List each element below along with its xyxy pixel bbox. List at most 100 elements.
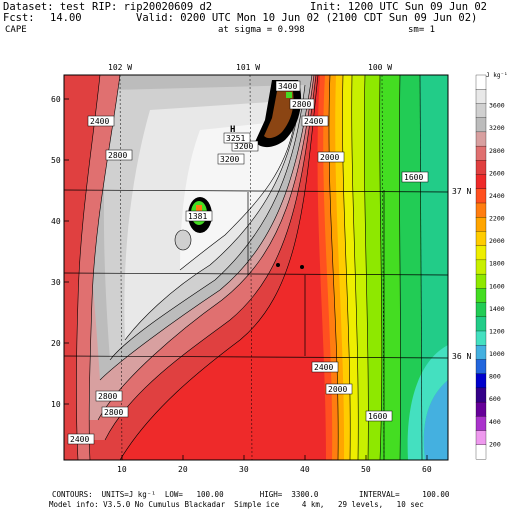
x-tick-label: 50 <box>361 465 371 474</box>
colorbar-swatch <box>475 245 487 261</box>
axis-ticks <box>64 98 428 460</box>
contour-lines <box>76 75 423 460</box>
colorbar-swatch <box>475 74 487 90</box>
plot-frame <box>63 74 449 461</box>
colorbar-unit: J kg⁻¹ <box>486 72 508 79</box>
longitude-label: 101 W <box>236 63 260 72</box>
colorbar-swatch <box>475 288 487 304</box>
colorbar-swatch <box>475 117 487 133</box>
contour-value-labels: 2400 2800 3200 3200 3251 H 2400 2000 160… <box>67 80 429 445</box>
station-marker <box>300 265 304 269</box>
colorbar-swatch <box>475 345 487 360</box>
colorbar-swatch <box>475 416 487 432</box>
colorbar-label: 2000 <box>489 237 505 245</box>
colorbar-swatch <box>475 273 487 289</box>
fcst-label: Fcst: <box>3 12 35 24</box>
station-marker <box>276 263 280 267</box>
x-tick-labels: 10 20 30 40 50 60 <box>117 465 432 474</box>
colorbar-label: 400 <box>489 418 501 426</box>
contour-label: 3200 <box>220 155 239 164</box>
colorbar-label: 2800 <box>489 147 505 155</box>
colorbar-label: 1800 <box>489 260 505 268</box>
fcst-value: 14.00 <box>50 12 82 24</box>
latitude-labels: 37 N 36 N <box>452 187 471 361</box>
contour-label: 2400 <box>304 117 323 126</box>
colorbar-label: 200 <box>489 440 501 448</box>
y-tick-label: 60 <box>51 95 61 104</box>
colorbar-swatch <box>475 217 487 232</box>
contour-label: 2400 <box>90 117 109 126</box>
longitude-label: 102 W <box>108 63 132 72</box>
dataset-label: Dataset: test <box>3 1 86 13</box>
contour-label: 1381 <box>188 212 207 221</box>
y-tick-labels: 10 20 30 40 50 60 <box>51 95 61 409</box>
colorbar-swatch <box>475 188 487 204</box>
colorbar-label: 2600 <box>489 169 505 177</box>
x-tick-label: 10 <box>117 465 127 474</box>
colorbar-swatch <box>475 202 487 218</box>
footer-contours-info: CONTOURS: UNITS=J kg⁻¹ LOW= 100.00 HIGH=… <box>52 490 450 499</box>
init-label: Init: 1200 UTC Sun 09 Jun 02 <box>310 1 488 13</box>
contour-label: 3400 <box>278 82 297 91</box>
y-tick-label: 30 <box>51 278 61 287</box>
colorbar-label: 1600 <box>489 282 505 290</box>
contour-label: 2800 <box>98 392 117 401</box>
colorbar-swatch <box>475 330 487 346</box>
contour-label: 2800 <box>104 408 123 417</box>
longitude-labels: 102 W 101 W 100 W <box>108 63 392 72</box>
colorbar-label: 1400 <box>489 305 505 313</box>
sigma-label: at sigma = 0.998 <box>218 25 305 35</box>
colorbar-swatch <box>475 174 487 190</box>
x-tick-label: 30 <box>239 465 249 474</box>
colorbar-swatch <box>475 103 487 119</box>
x-tick-label: 40 <box>300 465 310 474</box>
colorbar-label: 3600 <box>489 102 505 110</box>
contour-label: 1600 <box>404 173 423 182</box>
contour-label: 2800 <box>292 100 311 109</box>
contour-label: 2400 <box>314 363 333 372</box>
contour-label: 2800 <box>108 151 127 160</box>
contour-label: 1600 <box>368 412 387 421</box>
contour-label: 2400 <box>70 435 89 444</box>
colorbar-label: 600 <box>489 395 501 403</box>
colorbar-swatch <box>475 259 487 275</box>
latitude-label: 37 N <box>452 187 471 196</box>
y-tick-label: 20 <box>51 339 61 348</box>
colorbar <box>475 74 487 460</box>
colorbar-label: 1000 <box>489 350 505 358</box>
colorbar-label: 2400 <box>489 192 505 200</box>
colorbar-swatch <box>475 131 487 147</box>
colorbar-swatch <box>475 231 487 247</box>
colorbar-swatch <box>475 89 487 104</box>
latitude-label: 36 N <box>452 352 471 361</box>
field-name: CAPE <box>5 25 27 35</box>
high-marker: H <box>230 125 235 135</box>
colorbar-swatch <box>475 444 487 460</box>
footer-model-info: Model info: V3.5.0 No Cumulus Blackadar … <box>49 500 424 509</box>
colorbar-swatch <box>475 373 487 389</box>
contour-label: 3200 <box>234 142 253 151</box>
x-tick-label: 60 <box>422 465 432 474</box>
rip-label: RIP: rip20020609 d2 <box>92 1 213 13</box>
x-tick-label: 20 <box>178 465 188 474</box>
colorbar-swatch <box>475 387 487 403</box>
contour-label: 3251 <box>226 134 245 143</box>
sm-label: sm= 1 <box>408 25 436 35</box>
valid-label: Valid: 0200 UTC Mon 10 Jun 02 (2100 CDT … <box>136 12 478 24</box>
colorbar-label: 800 <box>489 373 501 381</box>
colorbar-label: 2200 <box>489 215 505 223</box>
colorbar-swatch <box>475 302 487 318</box>
colorbar-labels: 3600 3200 2800 2600 2400 2200 2000 1800 1600 1400… <box>489 102 505 449</box>
contour-label: 2000 <box>320 153 339 162</box>
colorbar-swatch <box>475 160 487 176</box>
y-tick-label: 10 <box>51 400 61 409</box>
colorbar-swatch <box>475 316 487 332</box>
y-tick-label: 50 <box>51 156 61 165</box>
colorbar-swatch <box>475 401 487 417</box>
colorbar-label: 3200 <box>489 124 505 132</box>
longitude-label: 100 W <box>368 63 392 72</box>
cape-filled-contours <box>64 75 448 460</box>
colorbar-label: 1200 <box>489 327 505 335</box>
colorbar-swatch <box>475 145 487 161</box>
